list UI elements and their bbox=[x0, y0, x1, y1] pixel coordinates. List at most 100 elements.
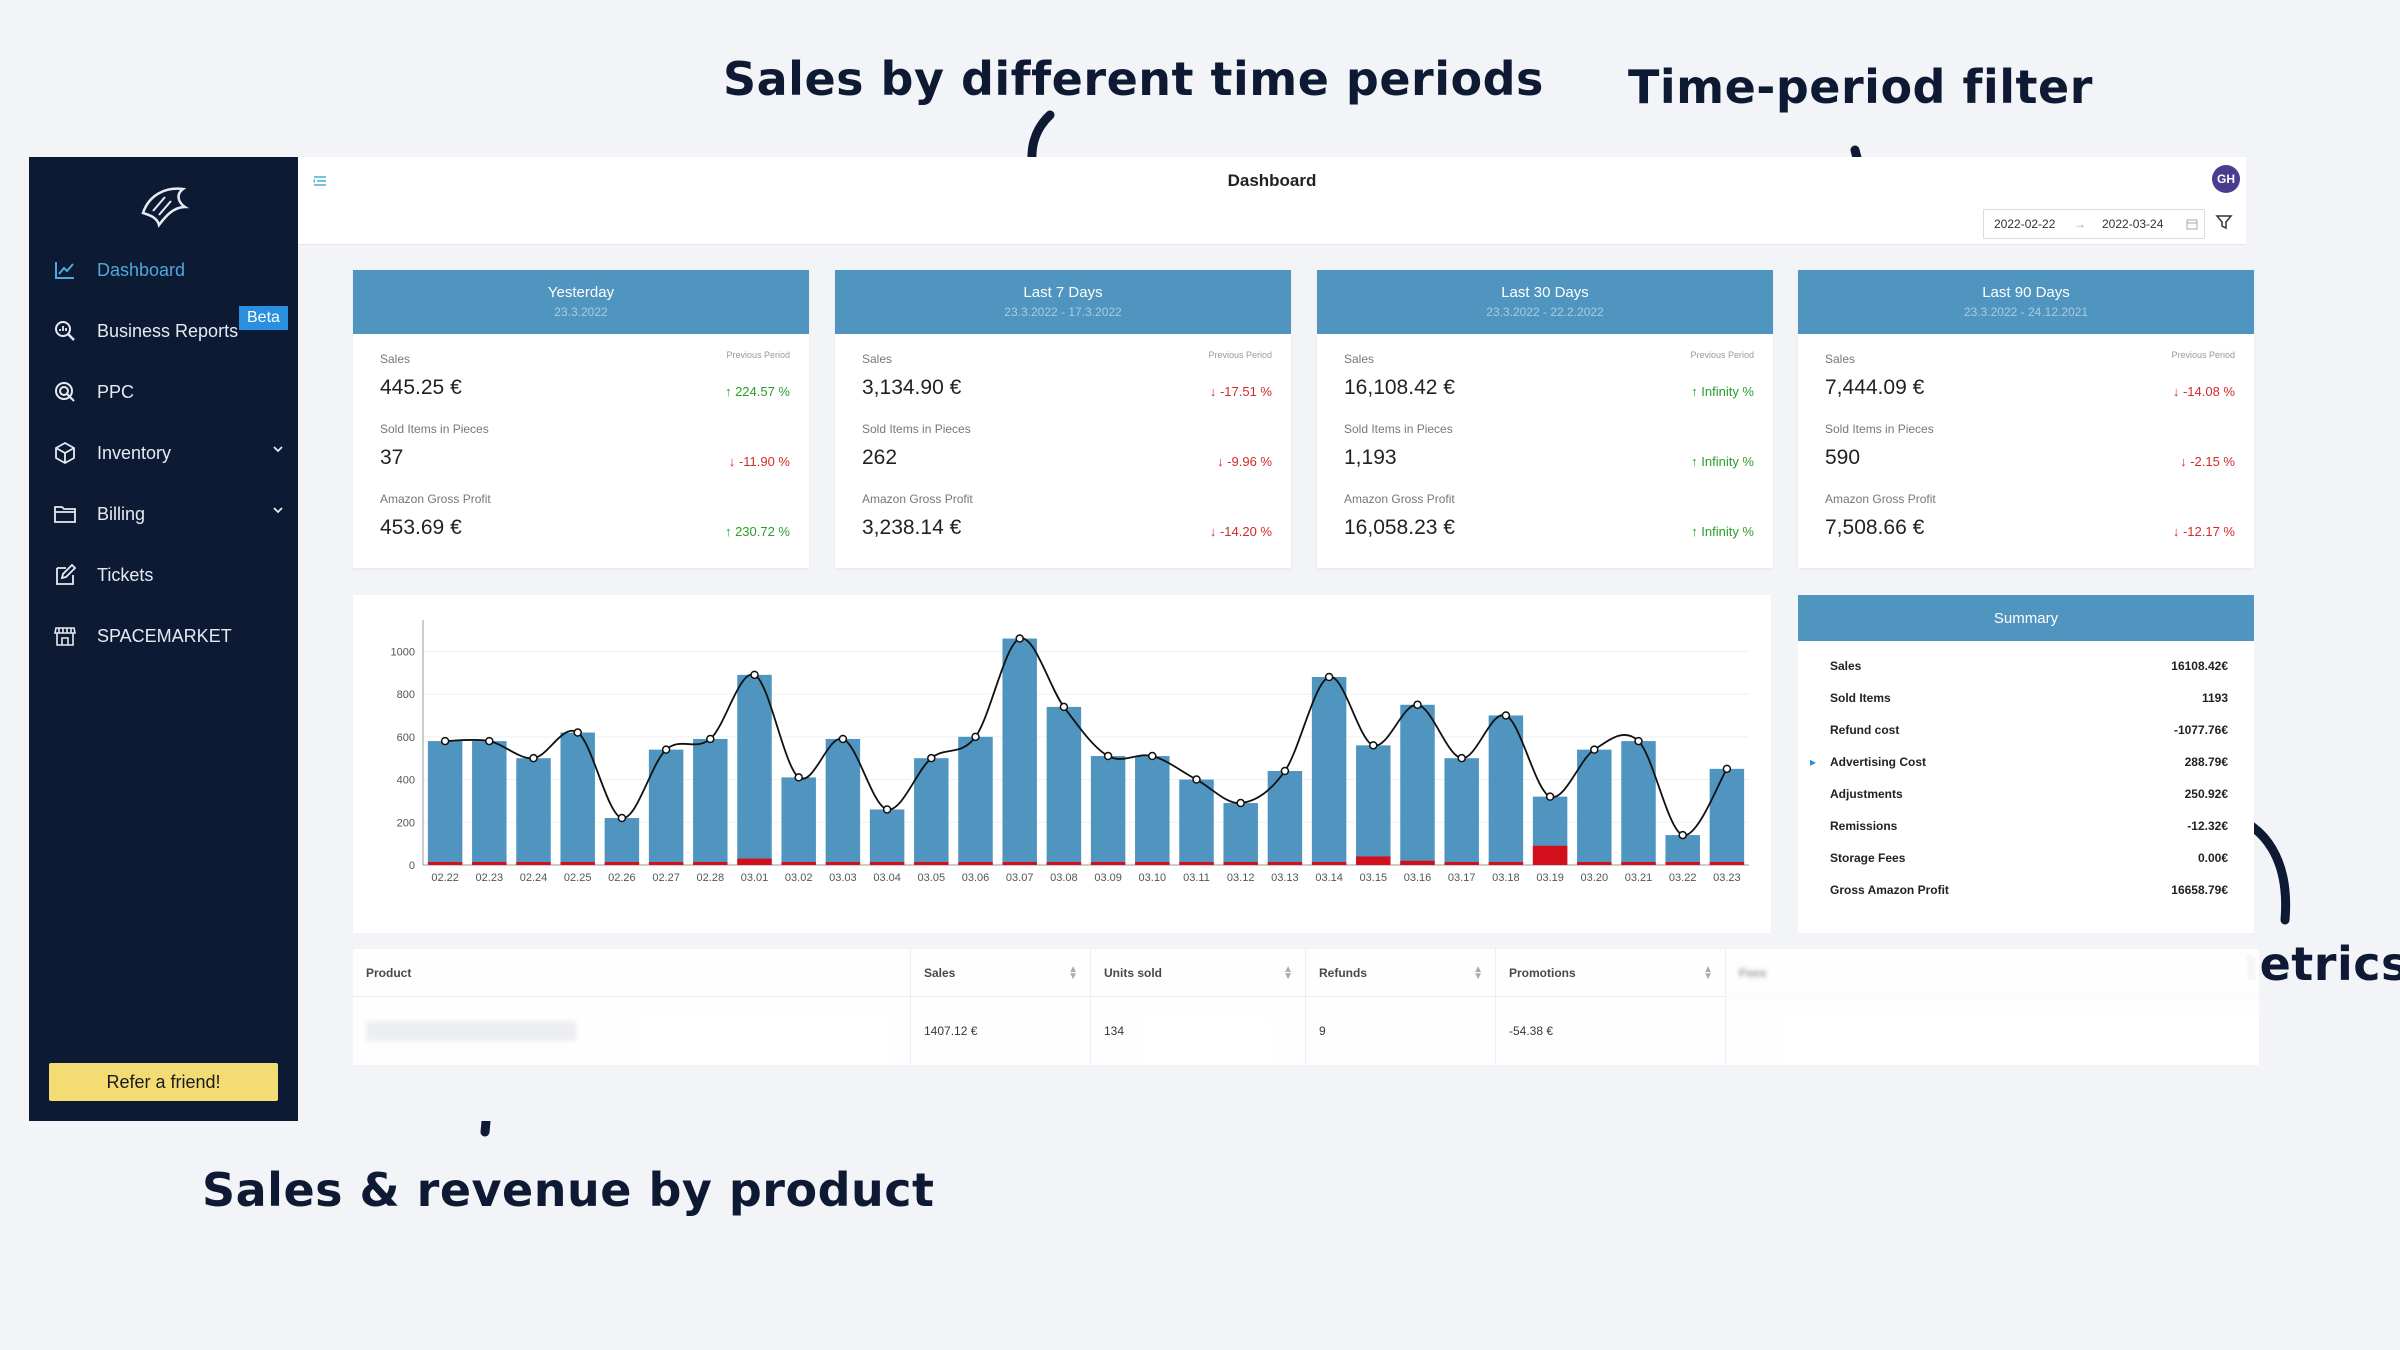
refund-bar bbox=[869, 862, 905, 865]
metric-label: Sold Items in Pieces bbox=[1825, 422, 1934, 436]
metric-sold-items: Sold Items in Pieces 37 ↓ -11.90 % bbox=[380, 422, 790, 492]
refund-bar bbox=[1444, 862, 1479, 865]
change-value: -14.20 % bbox=[1219, 524, 1272, 539]
summary-label: Advertising Cost bbox=[1830, 755, 1927, 769]
previous-period-label: Previous Period bbox=[726, 350, 790, 360]
metric-sold-items: Sold Items in Pieces 262 ↓ -9.96 % bbox=[862, 422, 1272, 492]
x-tick-label: 03.10 bbox=[1139, 872, 1167, 884]
trend-point bbox=[529, 753, 538, 763]
x-tick-label: 03.19 bbox=[1536, 872, 1564, 884]
refund-bar bbox=[1311, 862, 1347, 865]
refund-bar bbox=[1090, 862, 1126, 865]
box-icon bbox=[51, 439, 79, 467]
refer-friend-button[interactable]: Refer a friend! bbox=[49, 1063, 278, 1101]
sales-bar bbox=[737, 674, 772, 865]
summary-row-refund-cost: Refund cost -1077.76€ bbox=[1830, 723, 2228, 749]
refund-bar bbox=[1267, 862, 1303, 865]
x-tick-label: 03.16 bbox=[1404, 872, 1432, 884]
x-tick-label: 03.08 bbox=[1050, 872, 1078, 884]
sort-icon[interactable]: ▲ ▼ bbox=[1283, 964, 1293, 982]
sales-bar bbox=[1444, 758, 1479, 865]
refund-bar bbox=[825, 862, 861, 865]
card-header: Last 30 Days 23.3.2022 - 22.2.2022 bbox=[1317, 270, 1773, 334]
sort-icon[interactable]: ▲ ▼ bbox=[1703, 964, 1713, 982]
change-value: -11.90 % bbox=[738, 454, 790, 469]
summary-row-sales: Sales 16108.42€ bbox=[1830, 659, 2228, 685]
x-tick-label: 03.14 bbox=[1315, 872, 1343, 884]
sidebar-item-spacemarket[interactable]: SPACEMARKET bbox=[29, 611, 298, 661]
sort-icon[interactable]: ▲ ▼ bbox=[1068, 964, 1078, 982]
avatar[interactable]: GH bbox=[2212, 165, 2240, 193]
expand-caret-icon[interactable]: ▸ bbox=[1810, 755, 1817, 769]
sort-icon[interactable]: ▲ ▼ bbox=[1473, 964, 1483, 982]
refund-bar bbox=[472, 862, 507, 865]
sidebar-item-business-reports[interactable]: Business Reports Beta bbox=[29, 306, 298, 356]
refund-bar bbox=[914, 862, 949, 865]
change-value: -14.08 % bbox=[2182, 384, 2235, 399]
period-card-yesterday: Yesterday 23.3.2022 Sales Previous Perio… bbox=[353, 270, 809, 568]
folder-icon bbox=[51, 500, 79, 528]
product-cell[interactable] bbox=[353, 997, 911, 1065]
metric-value: 3,238.14 € bbox=[862, 516, 962, 539]
date-range-picker[interactable]: 2022-02-22 → 2022-03-24 bbox=[1983, 209, 2205, 239]
refund-bar bbox=[516, 862, 551, 865]
trend-point bbox=[661, 745, 671, 754]
sales-bar bbox=[1135, 756, 1170, 865]
sidebar-item-ppc[interactable]: PPC bbox=[29, 367, 298, 417]
metric-sales: Sales Previous Period 16,108.42 € ↑ Infi… bbox=[1344, 350, 1754, 422]
column-header-fees[interactable]: Fees bbox=[1726, 949, 2259, 997]
metric-label: Sold Items in Pieces bbox=[862, 422, 971, 436]
sidebar-item-dashboard[interactable]: Dashboard bbox=[29, 245, 298, 295]
date-from[interactable]: 2022-02-22 bbox=[1994, 217, 2056, 231]
metric-sold-items: Sold Items in Pieces 590 ↓ -2.15 % bbox=[1825, 422, 2235, 492]
sidebar-item-inventory[interactable]: Inventory bbox=[29, 428, 298, 478]
sales-bar bbox=[1002, 638, 1037, 865]
header-label: Units sold bbox=[1104, 965, 1163, 980]
menu-icon[interactable] bbox=[312, 173, 328, 189]
column-header-promotions[interactable]: Promotions ▲ ▼ bbox=[1496, 949, 1726, 997]
summary-row-advertising-cost[interactable]: Advertising Cost 288.79€ bbox=[1830, 755, 2228, 781]
metric-gross-profit: Amazon Gross Profit 7,508.66 € ↓ -12.17 … bbox=[1825, 492, 2235, 562]
sales-bar bbox=[958, 736, 993, 865]
date-to[interactable]: 2022-03-24 bbox=[2102, 217, 2164, 231]
filter-icon[interactable] bbox=[2215, 213, 2233, 231]
previous-period-label: Previous Period bbox=[2171, 350, 2235, 360]
chevron-down-icon bbox=[273, 446, 283, 453]
refund-bar bbox=[1046, 862, 1082, 865]
change-value: -2.15 % bbox=[2190, 454, 2235, 469]
metric-value: 445.25 € bbox=[380, 376, 462, 399]
sales-bar bbox=[1709, 768, 1745, 865]
metric-value: 453.69 € bbox=[380, 516, 462, 539]
sidebar-item-tickets[interactable]: Tickets bbox=[29, 550, 298, 600]
sales-chart-panel: 0 200 400 600 800 1000 02.22 02.23 02.24 02.25 02.… bbox=[353, 595, 1771, 933]
annotation-time-filter: Time-period filter bbox=[1628, 60, 2093, 114]
refund-bar bbox=[1709, 862, 1745, 865]
calendar-icon bbox=[2186, 219, 2198, 230]
change-value: Infinity % bbox=[1701, 384, 1754, 399]
sales-chart[interactable]: 0 200 400 600 800 1000 02.22 02.23 02.24 02.25 02.… bbox=[353, 595, 1771, 933]
metric-label: Amazon Gross Profit bbox=[862, 492, 973, 506]
column-header-product[interactable]: Product bbox=[353, 949, 911, 997]
refund-bar bbox=[1577, 862, 1612, 865]
store-icon bbox=[51, 622, 79, 650]
sidebar-item-billing[interactable]: Billing bbox=[29, 489, 298, 539]
x-tick-label: 02.28 bbox=[697, 872, 725, 884]
change-value: -17.51 % bbox=[1219, 384, 1272, 399]
summary-row-adjustments: Adjustments 250.92€ bbox=[1830, 787, 2228, 813]
sidebar-item-label: Tickets bbox=[97, 564, 154, 585]
summary-label: Refund cost bbox=[1830, 723, 1900, 737]
refund-bar bbox=[1532, 845, 1568, 865]
refund-bar bbox=[560, 862, 595, 865]
metric-sales: Sales Previous Period 445.25 € ↑ 224.57 … bbox=[380, 350, 790, 422]
column-header-sales[interactable]: Sales ▲ ▼ bbox=[911, 949, 1091, 997]
column-header-refunds[interactable]: Refunds ▲ ▼ bbox=[1306, 949, 1496, 997]
trend-point bbox=[485, 736, 494, 746]
column-header-units-sold[interactable]: Units sold ▲ ▼ bbox=[1091, 949, 1306, 997]
metric-value: 37 bbox=[380, 446, 404, 469]
summary-value: -1077.76€ bbox=[2173, 723, 2228, 737]
x-tick-label: 03.22 bbox=[1669, 872, 1697, 884]
metric-change: ↓ -9.96 % bbox=[1217, 454, 1272, 469]
sales-bar bbox=[914, 758, 949, 865]
product-name-blurred bbox=[366, 1021, 576, 1041]
sidebar-item-label: Inventory bbox=[97, 442, 172, 463]
